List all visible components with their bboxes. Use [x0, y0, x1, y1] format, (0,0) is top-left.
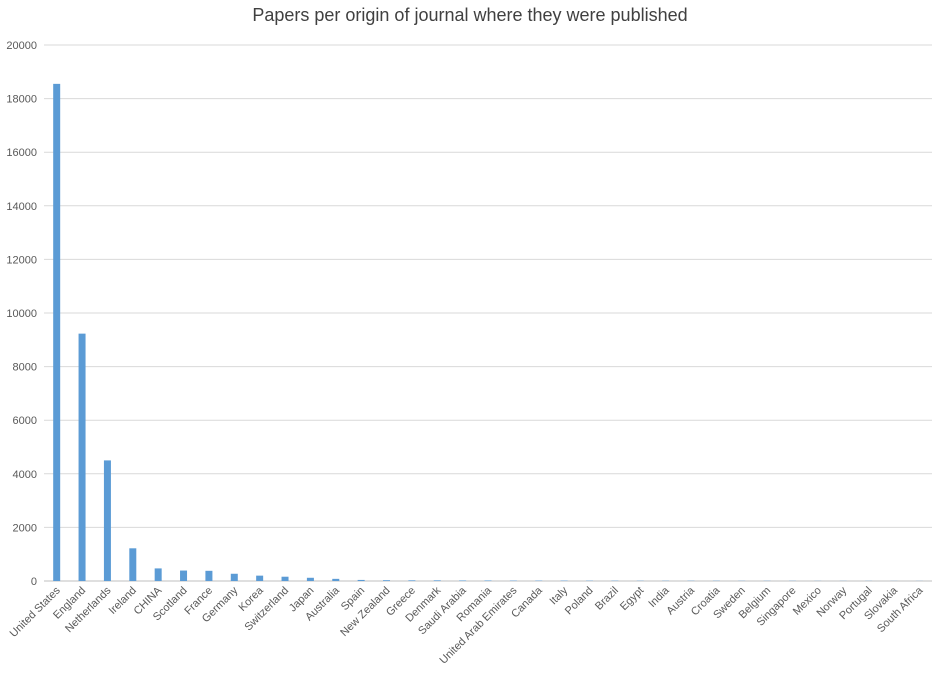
x-axis-labels: United StatesEnglandNetherlandsIrelandCH… [8, 584, 926, 667]
bar-scotland [180, 570, 188, 581]
bar-england [78, 333, 86, 581]
y-tick-label: 2000 [13, 522, 37, 534]
bar-romania [484, 580, 492, 581]
chart-title: Papers per origin of journal where they … [252, 5, 688, 25]
bar-spain [357, 579, 365, 581]
bar-ireland [129, 548, 137, 581]
y-tick-label: 20000 [6, 40, 37, 52]
bar-france [205, 570, 213, 581]
gridlines [44, 44, 932, 582]
bar-australia [332, 578, 340, 581]
bar-germany [230, 573, 238, 581]
bar-united-states [53, 83, 61, 582]
bar-china [154, 568, 162, 581]
y-tick-label: 0 [31, 576, 37, 588]
y-tick-label: 12000 [6, 254, 37, 266]
x-category-label: Poland [563, 585, 596, 618]
bar-saudi-arabia [459, 580, 467, 581]
bar-korea [256, 575, 264, 581]
y-axis-ticks: 0 2000 4000 6000 8000 10000 12000 14000 16000 180… [6, 40, 37, 588]
y-tick-label: 18000 [6, 94, 37, 106]
bar-greece [408, 580, 416, 581]
bar-new-zealand [383, 580, 391, 581]
bar-japan [306, 577, 314, 581]
bar-netherlands [103, 460, 111, 581]
y-tick-label: 4000 [13, 469, 37, 481]
x-category-label: Egypt [618, 585, 646, 613]
x-category-label: Brazil [593, 585, 621, 613]
bar-switzerland [281, 576, 289, 581]
bars [53, 83, 923, 582]
y-tick-label: 8000 [13, 362, 37, 374]
y-tick-label: 16000 [6, 147, 37, 159]
y-tick-label: 10000 [6, 308, 37, 320]
bar-denmark [433, 580, 441, 581]
y-tick-label: 14000 [6, 201, 37, 213]
y-tick-label: 6000 [13, 415, 37, 427]
